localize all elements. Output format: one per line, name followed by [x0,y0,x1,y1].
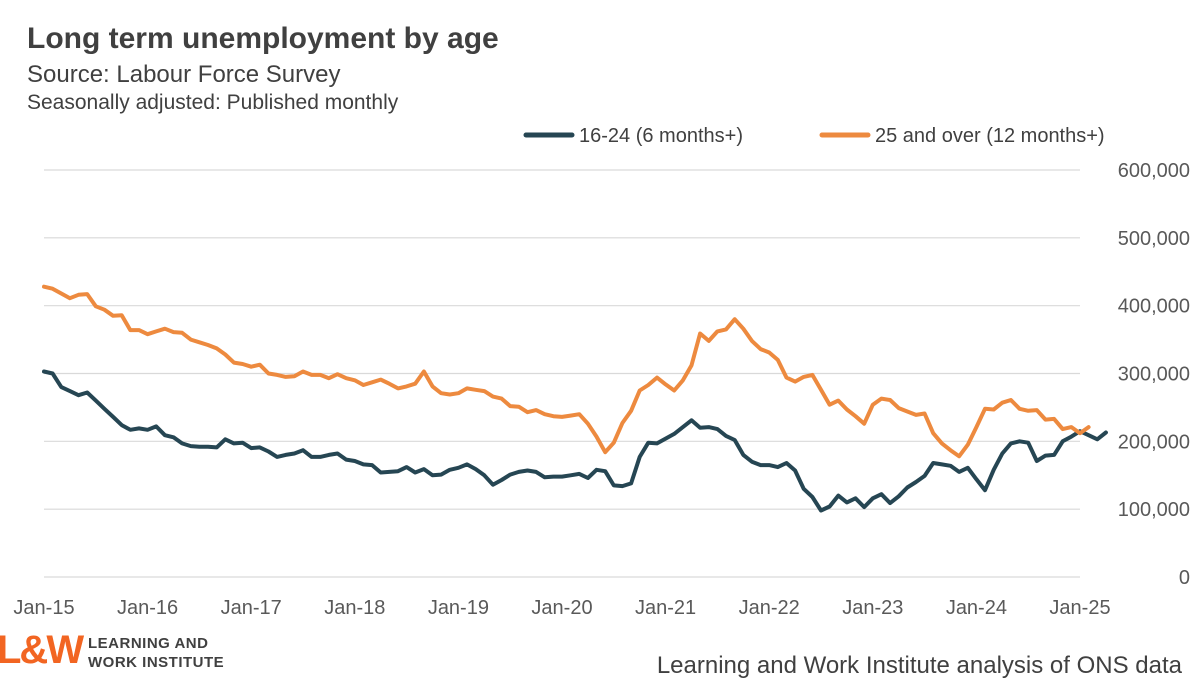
logo-text-line-2: WORK INSTITUTE [88,654,225,671]
gridlines [44,169,1080,578]
series-lines [42,284,1108,513]
y-tick-label: 600,000 [1118,160,1190,182]
legend-label-1: 25 and over (12 months+) [875,125,1105,147]
y-tick-label: 0 [1179,567,1190,589]
chart-title: Long term unemployment by age [27,22,499,55]
series-line-1 [42,284,1091,459]
y-tick-label: 100,000 [1118,499,1190,521]
y-tick-label: 300,000 [1118,364,1190,386]
y-tick-label: 500,000 [1118,228,1190,250]
x-tick-label: Jan-21 [635,597,696,619]
x-tick-label: Jan-24 [946,597,1007,619]
legend-label-0: 16-24 (6 months+) [579,125,743,147]
x-tick-label: Jan-22 [739,597,800,619]
x-tick-label: Jan-25 [1049,597,1110,619]
y-tick-label: 200,000 [1118,431,1190,453]
x-tick-label: Jan-23 [842,597,903,619]
x-axis-ticks: Jan-15 Jan-16 Jan-17 Jan-18 Jan-19 Jan-20 Jan-… [13,597,1110,619]
logo-text-line-1: LEARNING AND [88,635,209,652]
series-line-0 [42,369,1108,513]
x-tick-label: Jan-15 [13,597,74,619]
source-note: Learning and Work Institute analysis of … [656,652,1182,679]
chart-subtitle: Source: Labour Force Survey [27,61,341,88]
x-tick-label: Jan-16 [117,597,178,619]
y-axis-ticks: 0 100,000 200,000 300,000 400,000 500,000 600,… [1118,160,1190,589]
x-tick-label: Jan-20 [531,597,592,619]
logo-mark: L&W [0,628,84,672]
chart-subtitle-2: Seasonally adjusted: Published monthly [27,91,399,114]
x-tick-label: Jan-17 [221,597,282,619]
y-tick-label: 400,000 [1118,296,1190,318]
legend: 16-24 (6 months+) 25 and over (12 months+… [523,125,1105,147]
x-tick-label: Jan-19 [428,597,489,619]
x-tick-label: Jan-18 [324,597,385,619]
